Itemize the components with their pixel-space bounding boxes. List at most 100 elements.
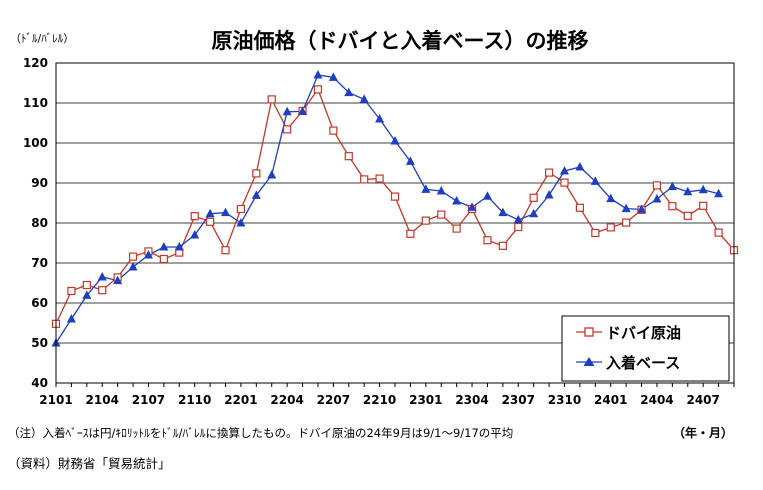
x-tick-label: 2307 (502, 393, 535, 407)
data-point (252, 169, 261, 178)
data-point (221, 207, 230, 217)
data-point (113, 275, 123, 285)
data-point (267, 170, 277, 179)
data-point (668, 202, 677, 211)
x-tick-label: 2107 (132, 393, 165, 407)
data-point (205, 208, 215, 218)
y-tick-label: 90 (31, 176, 48, 190)
data-point (514, 222, 523, 232)
data-point (128, 252, 138, 261)
data-point (621, 203, 631, 213)
x-tick-label: 2201 (224, 393, 257, 407)
data-point (190, 212, 199, 221)
source-note: （資料）財務省「貿易統計」 (8, 456, 171, 471)
data-point (483, 236, 492, 245)
legend-label-arrival: 入着ベース (606, 354, 680, 372)
y-tick-label: 80 (31, 216, 48, 230)
data-point (236, 218, 246, 227)
data-point (606, 223, 615, 232)
data-point (498, 241, 507, 250)
y-tick-label: 70 (31, 256, 48, 270)
data-point (529, 193, 538, 202)
y-axis-unit: （ﾄﾞﾙ/ﾊﾞﾚﾙ） (10, 32, 74, 45)
y-tick-label: 50 (31, 336, 48, 350)
data-point (236, 204, 246, 214)
data-point (421, 216, 430, 225)
data-point (498, 207, 508, 217)
data-point (575, 162, 585, 171)
x-tick-label: 2210 (363, 393, 396, 407)
data-point (437, 210, 446, 219)
legend-item-dubai: ドバイ原油 (576, 324, 681, 342)
data-point (405, 156, 415, 165)
data-point (375, 174, 384, 183)
data-point (575, 203, 585, 212)
legend-item-arrival: 入着ベース (576, 354, 680, 372)
data-point (698, 184, 708, 194)
series-line-0 (55, 88, 735, 325)
x-tick-label: 2204 (270, 393, 303, 407)
data-point (282, 106, 292, 116)
data-point (560, 178, 569, 187)
data-point (699, 201, 708, 210)
data-point (205, 217, 215, 226)
footnote: （注）入着ﾍﾞｰｽは円/ｷﾛﾘｯﾄﾙをﾄﾞﾙ/ﾊﾞﾚﾙに換算したもの。ドバイ原油… (8, 426, 514, 440)
x-tick-label: 2310 (548, 393, 581, 407)
data-point (67, 286, 76, 296)
chart-title: 原油価格（ドバイと入着ベース）の推移 (212, 29, 589, 53)
data-point (452, 196, 462, 205)
x-tick-label: 2207 (317, 393, 350, 407)
data-point (482, 191, 492, 200)
data-point (143, 250, 153, 259)
data-point (714, 188, 724, 198)
series-markers (51, 70, 739, 347)
data-point (97, 272, 107, 281)
data-point (591, 228, 600, 238)
data-point (298, 106, 308, 115)
data-point (221, 246, 230, 255)
data-point (360, 175, 369, 184)
data-point (544, 168, 554, 177)
y-tick-label: 100 (23, 136, 48, 150)
data-point (159, 254, 168, 264)
legend: ドバイ原油 入着ベース (561, 315, 730, 382)
x-tick-label: 2401 (594, 393, 627, 407)
data-point (452, 224, 461, 233)
y-tick-labels: 40 50 60 70 80 90 100 110 120 (23, 56, 48, 390)
data-point (544, 190, 554, 199)
data-point (390, 192, 400, 201)
data-point (82, 290, 92, 299)
x-tick-label: 2304 (455, 393, 488, 407)
data-point (328, 72, 338, 81)
data-point (359, 94, 369, 103)
data-point (406, 229, 415, 238)
data-point (128, 262, 138, 271)
x-tick-label: 2407 (686, 393, 719, 407)
data-point (652, 181, 662, 190)
data-point (637, 204, 647, 213)
legend-label-dubai: ドバイ原油 (606, 324, 681, 342)
data-point (390, 136, 400, 145)
data-point (560, 166, 569, 175)
x-tick-label: 2104 (86, 393, 119, 407)
data-point (267, 95, 276, 104)
x-tick-label: 2301 (409, 393, 442, 407)
data-point (622, 218, 631, 227)
y-tick-label: 120 (23, 56, 48, 70)
data-point (467, 202, 477, 211)
data-point (98, 286, 107, 295)
data-point (344, 87, 354, 97)
data-point (375, 114, 385, 123)
chart: 原油価格（ドバイと入着ベース）の推移 （ﾄﾞﾙ/ﾊﾞﾚﾙ） 40 50 60 70 80… (10, 29, 739, 407)
plot-area (55, 62, 735, 384)
legend-box (561, 315, 730, 382)
x-axis-unit: （年・月） (672, 426, 733, 440)
data-point (283, 125, 292, 134)
data-point (190, 230, 200, 239)
data-point (513, 214, 523, 224)
data-point (667, 181, 677, 191)
y-tick-label: 60 (31, 296, 48, 310)
data-point (529, 208, 539, 218)
data-point (344, 152, 353, 161)
data-point (421, 184, 431, 193)
